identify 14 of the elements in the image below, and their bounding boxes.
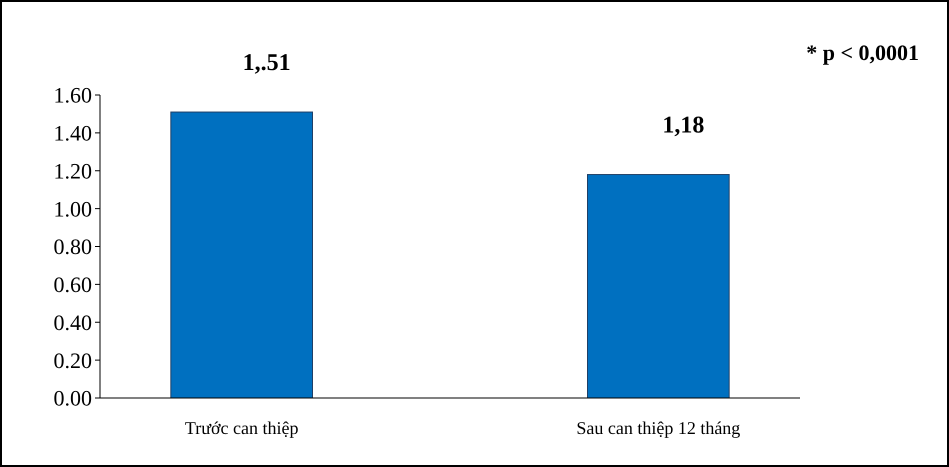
y-tick-label: 0.80 (54, 234, 92, 260)
text: * p < 0,0001 (806, 40, 919, 65)
y-tick-label: 1.60 (54, 82, 92, 108)
data-label: 1,.51 (242, 50, 291, 76)
y-tick-label: 0.60 (54, 272, 92, 298)
y-tick-label: 0.20 (54, 348, 92, 373)
y-tick-label: 1.20 (54, 158, 92, 184)
y-tick-label: 1.40 (54, 120, 92, 146)
y-tick-label: 0.40 (54, 310, 92, 335)
y-tick-label: 0.00 (54, 386, 92, 411)
data-label: 1,18 (662, 112, 704, 139)
x-tick-label: Trước can thiệp (184, 418, 298, 438)
x-tick-label: Sau can thiệp 12 tháng (576, 418, 740, 438)
y-tick-label: 1.00 (54, 196, 92, 222)
